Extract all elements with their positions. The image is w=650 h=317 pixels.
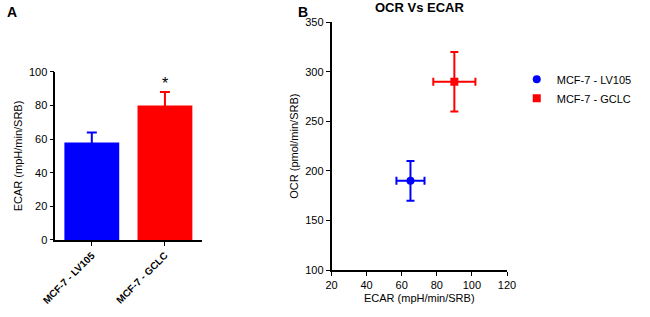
svg-text:80: 80 bbox=[431, 279, 443, 291]
svg-text:150: 150 bbox=[305, 214, 323, 226]
svg-text:60: 60 bbox=[396, 279, 408, 291]
svg-text:20: 20 bbox=[35, 200, 47, 212]
svg-text:300: 300 bbox=[305, 66, 323, 78]
svg-text:ECAR (mpH/min/SRB): ECAR (mpH/min/SRB) bbox=[12, 101, 24, 212]
svg-text:100: 100 bbox=[29, 66, 47, 78]
svg-text:100: 100 bbox=[463, 279, 481, 291]
svg-text:200: 200 bbox=[305, 165, 323, 177]
svg-text:OCR Vs ECAR: OCR Vs ECAR bbox=[375, 0, 464, 15]
svg-text:40: 40 bbox=[360, 279, 372, 291]
svg-text:100: 100 bbox=[305, 264, 323, 276]
svg-text:250: 250 bbox=[305, 115, 323, 127]
svg-text:MCF-7 - GCLC: MCF-7 - GCLC bbox=[557, 93, 631, 105]
svg-text:*: * bbox=[162, 75, 168, 92]
svg-text:120: 120 bbox=[498, 279, 516, 291]
svg-text:OCR (pmol/min/SRB): OCR (pmol/min/SRB) bbox=[288, 94, 300, 199]
svg-text:A: A bbox=[7, 4, 17, 20]
svg-text:ECAR (mpH/min/SRB): ECAR (mpH/min/SRB) bbox=[364, 292, 475, 304]
svg-text:MCF-7 - LV105: MCF-7 - LV105 bbox=[41, 250, 97, 306]
svg-text:60: 60 bbox=[35, 133, 47, 145]
svg-text:40: 40 bbox=[35, 167, 47, 179]
svg-text:350: 350 bbox=[305, 16, 323, 28]
svg-text:MCF-7 - LV105: MCF-7 - LV105 bbox=[557, 74, 631, 86]
svg-text:80: 80 bbox=[35, 99, 47, 111]
svg-text:B: B bbox=[298, 4, 308, 20]
svg-text:0: 0 bbox=[41, 234, 47, 246]
svg-text:MCF-7 - GCLC: MCF-7 - GCLC bbox=[114, 250, 170, 306]
svg-text:20: 20 bbox=[325, 279, 337, 291]
